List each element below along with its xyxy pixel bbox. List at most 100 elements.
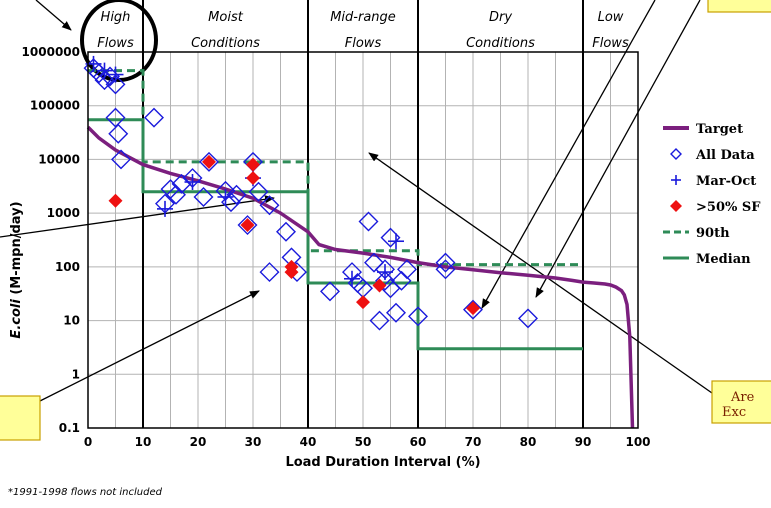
x-tick-label: 40: [300, 435, 317, 449]
all-data-point: [463, 299, 483, 320]
all-data-point: [375, 270, 395, 291]
zone-label-line1: Mid-range: [330, 10, 396, 25]
x-tick-label: 90: [575, 435, 592, 449]
annotation-arrow: [35, 0, 72, 31]
zone-label-line2: Flows: [592, 36, 629, 51]
legend: Target All Data Mar-Oct >50% SF 90th Median: [663, 122, 761, 267]
callout-bottom-left: [0, 395, 41, 441]
all-data-point: [386, 302, 406, 323]
zone-label-line1: Moist: [208, 10, 244, 25]
mar-oct-point: [388, 233, 404, 250]
x-tick-label: 20: [190, 435, 207, 449]
x-tick-label: 0: [84, 435, 92, 449]
x-tick-label: 60: [410, 435, 427, 449]
sf-point: [372, 278, 387, 293]
legend-item: All Data: [670, 148, 755, 163]
mar-oct-point: [157, 200, 173, 217]
legend-item: Median: [663, 252, 751, 267]
high-flows-highlight-ellipse: [80, 0, 158, 82]
annotation-arrow: [0, 195, 275, 238]
x-tick-label: 80: [520, 435, 537, 449]
annotation-arrows: [0, 0, 713, 408]
all-data-point: [518, 308, 538, 329]
all-data-point: [94, 70, 115, 91]
zone-label-line1: Dry: [489, 10, 512, 25]
zone-label-line1: Low: [598, 10, 624, 25]
all-data-point: [408, 306, 428, 327]
legend-label: Mar-Oct: [696, 174, 756, 189]
sf-point: [356, 295, 370, 310]
all-data-point: [320, 281, 340, 302]
y-tick-label: 0.1: [59, 421, 80, 435]
y-tick-label: 10000: [38, 152, 80, 166]
footnote: *1991-1998 flows not included: [8, 487, 162, 498]
all-data-point: [144, 107, 164, 128]
y-tick-label: 1000000: [22, 45, 80, 59]
all-data-point: [397, 259, 417, 280]
data-markers: [83, 55, 538, 331]
all-data-point: [108, 123, 129, 144]
x-tick-label: 50: [355, 435, 372, 449]
all-data-point: [435, 252, 456, 273]
all-data-point: [364, 252, 384, 273]
callout-text-line1: Are: [730, 390, 755, 405]
all-data-point: [358, 211, 379, 232]
all-data-point: [237, 215, 258, 236]
zone-label-line2: Conditions: [466, 36, 535, 51]
x-tick-label: 70: [465, 435, 482, 449]
mar-oct-point: [344, 270, 360, 287]
all-data-point: [369, 310, 390, 331]
annotation-arrow: [368, 152, 713, 394]
all-data-point: [111, 149, 131, 170]
all-data-point: [105, 74, 126, 95]
mar-oct-point: [184, 174, 201, 191]
callout-bottom-right: [711, 380, 771, 424]
legend-label: All Data: [695, 148, 755, 163]
mar-oct-point: [217, 188, 234, 205]
legend-swatch-mar-oct: [671, 175, 681, 185]
legend-item: Target: [663, 122, 743, 137]
callout-top-right: [707, 0, 771, 13]
legend-swatch-all-data: [670, 148, 682, 160]
all-data-point: [276, 221, 296, 242]
all-data-point: [193, 186, 214, 207]
sf-point: [240, 218, 255, 233]
y-axis-label-italic: E.coli: [9, 299, 24, 339]
x-tick-labels: 0 10 20 30 40 50 60 70 80 90 100: [84, 435, 651, 449]
x-tick-label: 100: [625, 435, 650, 449]
zone-label-line2: Flows: [97, 36, 134, 51]
legend-item: 90th: [663, 226, 730, 241]
plot-frame: [87, 51, 639, 429]
y-tick-label: 100: [55, 260, 80, 274]
x-tick-label: 30: [245, 435, 262, 449]
zone-label-line2: Conditions: [191, 36, 260, 51]
mar-oct-point: [107, 66, 124, 83]
sf-point: [284, 265, 299, 280]
y-tick-label: 10: [63, 314, 80, 328]
legend-label: >50% SF: [696, 200, 761, 215]
grid-lines: [88, 52, 638, 428]
all-data-point: [259, 195, 280, 216]
legend-label: 90th: [696, 226, 730, 241]
zone-label-line1: High: [101, 10, 131, 25]
legend-label: Median: [696, 252, 751, 267]
y-axis-label: E.coli (M-mpn/day): [9, 201, 24, 338]
mar-oct-point: [96, 62, 113, 79]
y-axis-label-unit: (M-mpn/day): [9, 201, 24, 299]
all-data-point: [259, 262, 280, 283]
sf-point: [108, 193, 123, 208]
all-data-point: [435, 259, 456, 280]
x-tick-label: 10: [135, 435, 152, 449]
y-tick-labels: 0.1 1 10 100 1000 10000 100000 1000000: [22, 45, 80, 435]
legend-item: >50% SF: [670, 200, 761, 215]
sf-point: [246, 171, 260, 186]
zone-label-line2: Flows: [345, 36, 382, 51]
zone-labels: High Flows Moist Conditions Mid-range Flows Dr…: [97, 10, 629, 51]
all-data-point: [248, 181, 269, 202]
annotation-arrow: [27, 290, 260, 408]
x-axis-label: Load Duration Interval (%): [285, 455, 480, 470]
all-data-point: [199, 151, 219, 172]
